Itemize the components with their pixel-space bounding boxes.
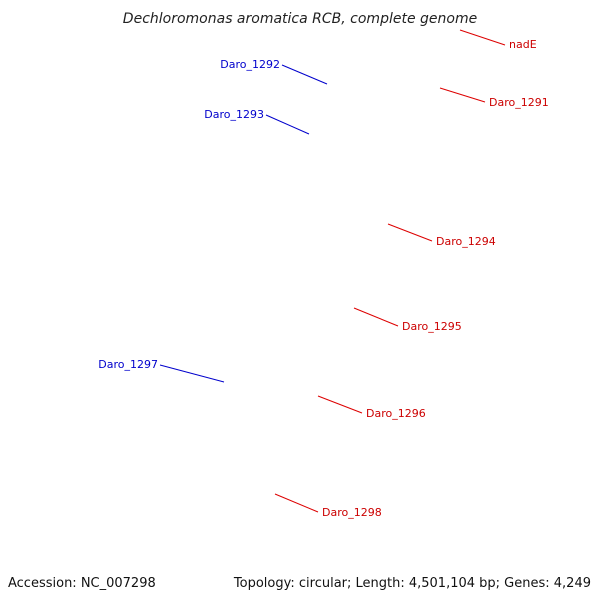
gene-label: Daro_1291: [489, 96, 549, 109]
callout-line: [159, 364, 225, 383]
gene-label: Daro_1297: [98, 358, 158, 371]
gene-label: nadE: [509, 38, 537, 51]
callout-line: [317, 395, 363, 414]
gene-label: Daro_1292: [220, 58, 280, 71]
callout-line: [274, 493, 319, 513]
gene-label: Daro_1293: [204, 108, 264, 121]
top-fade: [350, 0, 600, 28]
gene-label: Daro_1295: [402, 320, 462, 333]
callout-line: [353, 307, 399, 327]
map-title: Dechloromonas aromatica RCB, complete ge…: [123, 11, 477, 27]
topology-text: Topology: circular; Length: 4,501,104 bp…: [233, 576, 591, 591]
callout-line: [387, 223, 433, 242]
callout-line: [459, 29, 506, 46]
gene-label: Daro_1296: [366, 407, 426, 420]
gene-label: Daro_1298: [322, 506, 382, 519]
callout-line: [265, 114, 310, 135]
accession-text: Accession: NC_007298: [8, 576, 156, 591]
gene-label: Daro_1294: [436, 235, 496, 248]
callout-line: [281, 64, 328, 85]
gene-callouts: nadE Daro_1291 Daro_1292 Daro_1293 Daro_1294…: [98, 29, 549, 519]
callout-line: [439, 87, 486, 103]
